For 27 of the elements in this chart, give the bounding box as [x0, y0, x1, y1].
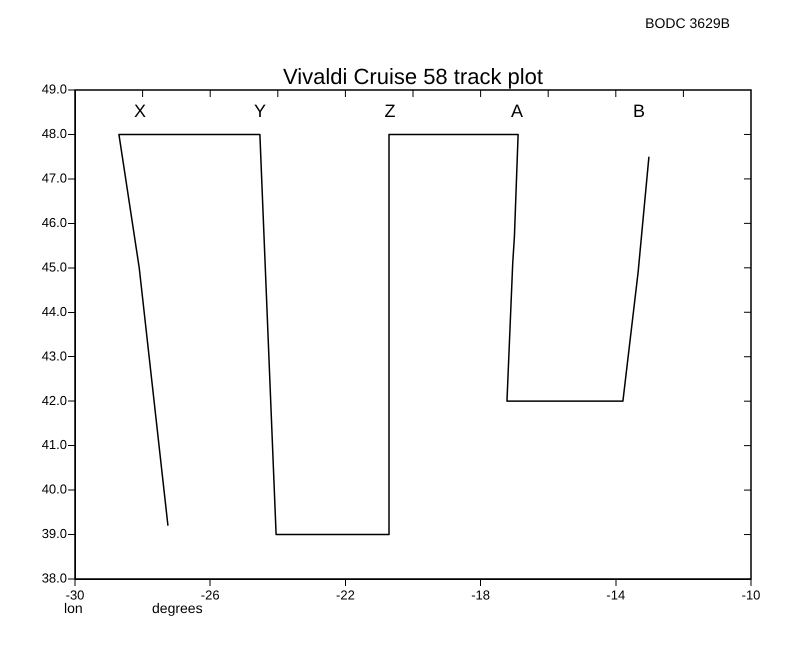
- y-tick-label: 48.0: [42, 126, 67, 142]
- chart-title: Vivaldi Cruise 58 track plot: [282, 64, 544, 89]
- annotation: Z: [384, 101, 396, 121]
- annotation: B: [632, 101, 646, 121]
- y-tick-label: 43.0: [42, 348, 67, 364]
- x-tick-label: -22: [336, 587, 355, 602]
- text: BODC 3629B: [645, 15, 730, 31]
- y-tick-label: 39.0: [42, 526, 67, 542]
- x-tick-label: -14: [606, 587, 626, 602]
- y-tick-label: 45.0: [42, 259, 67, 274]
- text: degrees: [152, 600, 203, 616]
- y-tick-label: 47.0: [42, 170, 67, 186]
- x-tick-label: -18: [471, 587, 490, 602]
- x-tick-label: -10: [742, 587, 760, 602]
- annotation: A: [510, 101, 524, 121]
- x-tick-label: -30: [66, 587, 84, 602]
- y-tick-label: 41.0: [42, 437, 67, 452]
- y-tick-label: 38.0: [42, 570, 67, 586]
- x-axis-title: lon: [64, 600, 83, 616]
- y-tick-label: 46.0: [42, 214, 67, 230]
- annotation: X: [134, 101, 146, 121]
- y-tick-label: 40.0: [42, 482, 67, 497]
- y-tick-label: 44.0: [42, 304, 67, 319]
- annotation: Y: [254, 101, 266, 121]
- x-tick-label: -26: [200, 587, 220, 602]
- y-tick-label: 42.0: [42, 392, 67, 408]
- y-tick-label: 49.0: [42, 82, 67, 97]
